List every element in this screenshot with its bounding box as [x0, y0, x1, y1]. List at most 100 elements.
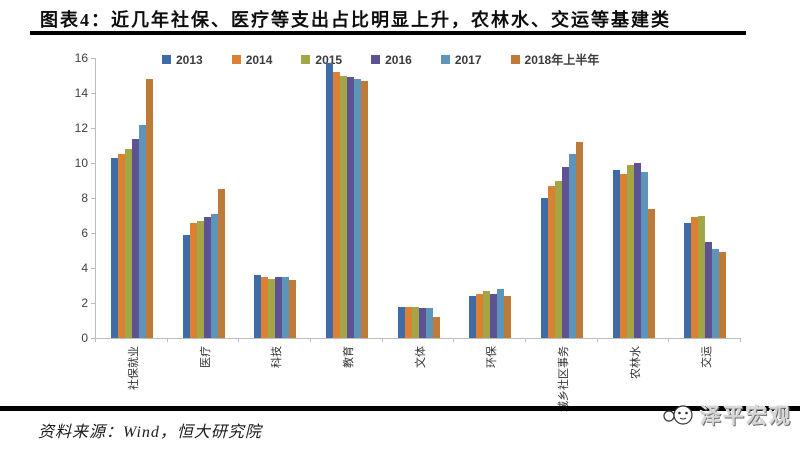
logo-face-icon	[663, 405, 693, 425]
page-title: 图表4：近几年社保、医疗等支出占比明显上升，农林水、交运等基建类	[40, 10, 671, 30]
y-axis-tick-label: 12	[74, 121, 88, 135]
y-axis-tick-label: 10	[74, 156, 88, 170]
chart-area: 2013 2014 2015 2016 2017 2018年上半年 0 2 4 6 8 10 12 14…	[0, 38, 800, 412]
x-axis-category-label: 农林水	[629, 346, 642, 379]
bar-2018年上半年-城乡社区事务	[575, 142, 583, 338]
bar-2018年上半年-文体	[432, 317, 440, 338]
bar-2013-医疗	[182, 234, 190, 338]
x-axis-category-label: 社保就业	[127, 346, 140, 390]
bar-2015-城乡社区事务	[554, 180, 562, 338]
y-axis-tick	[91, 338, 95, 339]
bar-2016-文体	[418, 308, 426, 338]
bar-2015-社保就业	[124, 149, 132, 338]
x-axis-category-label: 环保	[486, 346, 499, 368]
bar-2016-城乡社区事务	[561, 166, 569, 338]
bar-2014-文体	[404, 306, 412, 338]
zeping-macro-logo: 泽平宏观	[662, 400, 792, 430]
bar-2015-交运	[698, 215, 706, 338]
x-axis-category-label: 医疗	[199, 346, 212, 368]
x-axis-category-label: 文体	[414, 346, 427, 368]
y-axis-tick-label: 6	[81, 226, 88, 240]
bar-2016-交运	[705, 241, 713, 338]
legend-label: 2018年上半年	[524, 53, 600, 67]
bar-2015-医疗	[196, 220, 204, 338]
y-axis-tick-label: 16	[74, 51, 88, 65]
bar-2017-社保就业	[138, 124, 146, 338]
y-axis-tick	[91, 93, 95, 94]
bar-2017-农林水	[640, 171, 648, 338]
bar-2015-农林水	[626, 164, 634, 338]
bar-2018年上半年-科技	[289, 280, 297, 338]
bar-2015-教育	[339, 75, 347, 338]
y-axis-tick-label: 2	[81, 296, 88, 310]
bar-2017-文体	[425, 308, 433, 338]
x-axis-tick	[310, 338, 311, 342]
legend-swatch	[371, 55, 381, 64]
bar-2014-环保	[476, 294, 484, 338]
bar-2016-农林水	[633, 163, 641, 338]
bar-2017-环保	[497, 289, 505, 338]
legend-item: 2017	[440, 53, 482, 67]
source-note: 资料来源：Wind，恒大研究院	[38, 424, 262, 441]
legend-label: 2014	[245, 52, 273, 67]
x-axis-tick	[740, 338, 741, 342]
bar-2013-教育	[325, 63, 333, 338]
y-axis-tick	[91, 198, 95, 199]
x-axis-tick	[166, 338, 168, 342]
bar-2014-医疗	[189, 222, 197, 338]
chart-legend: 2013 2014 2015 2016 2017 2018年上半年	[162, 51, 599, 68]
x-axis-tick	[238, 338, 240, 342]
y-axis-tick-label: 8	[81, 191, 88, 205]
bar-2018年上半年-医疗	[217, 189, 225, 338]
bar-2016-环保	[490, 294, 498, 338]
bar-2014-科技	[261, 276, 269, 338]
bar-2016-科技	[275, 276, 283, 338]
legend-swatch	[162, 55, 171, 64]
bottom-divider	[0, 406, 800, 411]
legend-item: 2016	[371, 53, 412, 67]
bar-2013-交运	[684, 222, 692, 338]
bar-2018年上半年-农林水	[647, 208, 655, 338]
legend-swatch	[440, 55, 450, 64]
bar-2015-文体	[411, 306, 419, 338]
legend-label: 2015	[315, 52, 343, 67]
y-axis-tick-label: 0	[81, 331, 88, 345]
bar-2013-环保	[469, 296, 477, 338]
legend-label: 2016	[385, 52, 412, 67]
bar-2013-文体	[397, 306, 405, 338]
bar-2017-城乡社区事务	[568, 154, 576, 338]
y-axis-tick	[91, 163, 95, 164]
legend-swatch	[231, 55, 241, 64]
bar-2016-教育	[346, 77, 354, 338]
bar-2017-医疗	[210, 213, 218, 338]
bar-2017-教育	[353, 79, 361, 338]
y-axis-tick	[91, 233, 95, 234]
bar-2014-交运	[691, 217, 699, 338]
y-axis-tick	[91, 268, 95, 269]
legend-label: 2013	[176, 52, 203, 67]
y-axis-tick-label: 4	[81, 261, 88, 275]
bar-2016-医疗	[203, 217, 211, 338]
y-axis-tick	[91, 58, 95, 59]
bar-2014-农林水	[619, 173, 627, 338]
bar-2018年上半年-社保就业	[145, 79, 153, 338]
legend-swatch	[301, 55, 311, 64]
bar-2018年上半年-教育	[360, 80, 368, 338]
x-axis-category-label: 交运	[701, 346, 714, 368]
title-underline	[30, 31, 746, 35]
legend-swatch	[510, 55, 520, 64]
x-axis-category-label: 城乡社区事务	[557, 346, 570, 412]
bar-2018年上半年-环保	[504, 296, 512, 338]
bar-2014-城乡社区事务	[547, 185, 555, 338]
legend-item: 2015	[301, 53, 342, 67]
bar-2015-环保	[483, 290, 491, 338]
x-axis-tick	[381, 338, 383, 342]
bar-2017-科技	[282, 276, 290, 338]
x-axis-category-label: 教育	[342, 346, 355, 368]
x-axis-tick	[95, 338, 96, 342]
bar-2014-社保就业	[117, 154, 125, 338]
bar-2018年上半年-交运	[719, 252, 727, 338]
y-axis-tick	[91, 303, 95, 304]
x-axis-tick	[525, 338, 526, 342]
y-axis-tick	[91, 128, 95, 129]
